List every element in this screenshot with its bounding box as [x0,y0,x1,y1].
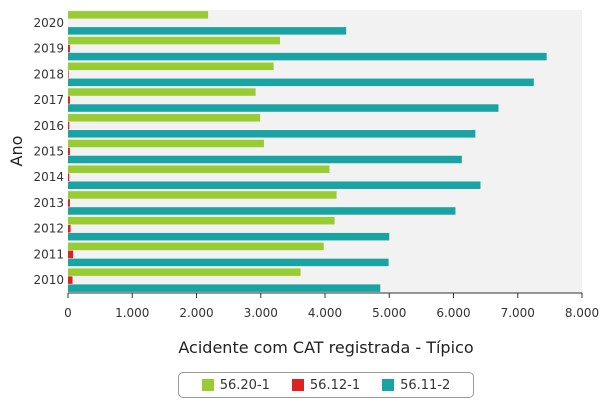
bar-2018-series-2[interactable] [68,70,69,79]
x-tick-label: 3.000 [244,306,278,320]
bar-2018-series-3[interactable] [68,78,534,87]
bars-group [68,11,547,292]
bar-2015-series-3[interactable] [68,155,462,164]
y-axis-title: Ano [7,136,26,167]
bar-2010-series-1[interactable] [68,268,301,276]
bar-2010-series-3[interactable] [68,284,381,292]
plot-background [68,10,582,293]
bar-2011-series-2[interactable] [68,250,74,259]
bar-2013-series-1[interactable] [68,191,337,199]
y-tick-label: 2016 [33,119,64,133]
bar-2012-series-1[interactable] [68,216,335,225]
y-tick-labels: 2020 2019 2018 2017 2016 2015 2014 2013 2012 2011… [33,16,64,287]
bar-2020-series-3[interactable] [68,27,347,35]
y-tick-label: 2012 [33,222,64,236]
y-tick-label: 2013 [33,196,64,210]
y-tick-label: 2014 [33,170,64,184]
bar-2012-series-2[interactable] [68,224,71,233]
bar-2017-series-1[interactable] [68,88,256,96]
bar-2019-series-1[interactable] [68,36,281,45]
x-tick-label: 4.000 [308,306,342,320]
bar-2019-series-3[interactable] [68,52,547,61]
bar-2015-series-2[interactable] [68,147,70,156]
bar-2013-series-2[interactable] [68,199,70,207]
legend-item-series-2[interactable]: 56.12-1 [291,377,361,393]
bar-2017-series-2[interactable] [68,96,70,104]
bar-2015-series-1[interactable] [68,139,264,148]
x-tick-labels: 0 1.000 2.000 3.000 4.000 5.000 6.000 7.000 8.00… [64,293,599,320]
x-tick-label: 6.000 [436,306,470,320]
x-tick-label: 8.000 [565,306,599,320]
bar-2014-series-3[interactable] [68,181,481,189]
bar-2010-series-2[interactable] [68,276,73,284]
legend-item-series-1[interactable]: 56.20-1 [201,377,270,393]
bar-2012-series-3[interactable] [68,232,390,241]
y-tick-label: 2020 [33,16,64,30]
legend-label-series-2: 56.12-1 [309,377,361,393]
legend: 56.20-1 56.12-1 56.11-2 [178,372,474,398]
y-tick-label: 2019 [33,42,64,56]
bar-2016-series-1[interactable] [68,114,261,122]
x-tick-label: 0 [64,306,72,320]
bar-2018-series-1[interactable] [68,62,274,71]
y-tick-label: 2015 [33,145,64,159]
bar-2016-series-2[interactable] [68,122,70,130]
bar-2017-series-3[interactable] [68,104,499,112]
y-tick-label: 2011 [33,247,64,261]
x-tick-label: 5.000 [372,306,406,320]
x-axis-title: Acidente com CAT registrada - Típico [178,338,473,357]
bar-2020-series-1[interactable] [68,11,209,19]
bar-2013-series-3[interactable] [68,207,456,215]
x-tick-label: 1.000 [115,306,149,320]
legend-swatch-series-2 [291,379,304,391]
legend-swatch-series-1 [201,379,214,391]
legend-label-series-1: 56.20-1 [219,377,270,393]
legend-item-series-3[interactable]: 56.11-2 [382,378,450,393]
y-tick-label: 2017 [33,93,64,107]
x-tick-label: 7.000 [501,306,535,320]
bar-2014-series-1[interactable] [68,165,330,173]
bar-2011-series-1[interactable] [68,242,324,251]
x-tick-label: 2.000 [179,306,213,320]
y-tick-label: 2018 [33,67,64,81]
bar-2011-series-3[interactable] [68,258,389,267]
legend-label-series-3: 56.11-2 [400,377,451,393]
legend-swatch-series-3 [382,379,395,391]
y-tick-label: 2010 [33,273,64,287]
bar-2019-series-2[interactable] [68,44,70,53]
bar-2016-series-3[interactable] [68,130,476,138]
bar-2014-series-2[interactable] [68,173,70,181]
